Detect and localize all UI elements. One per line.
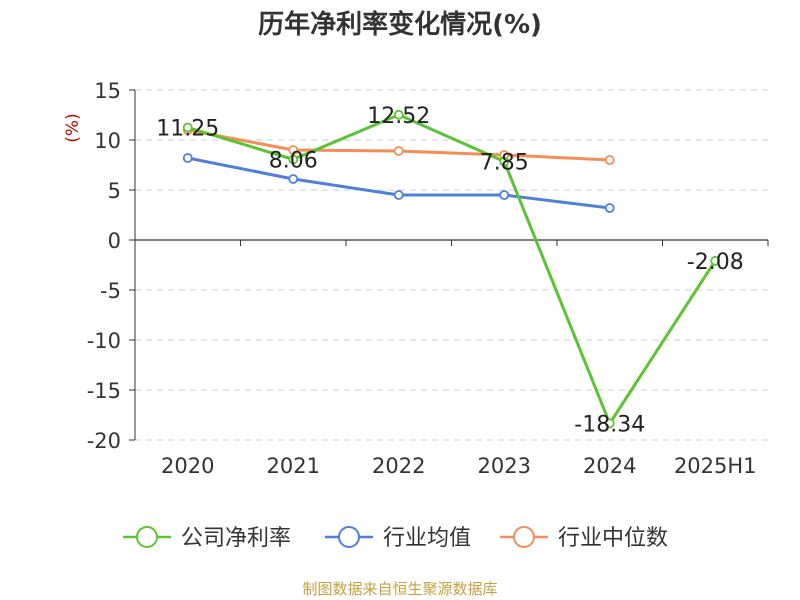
data-label: -2.08 <box>687 250 744 275</box>
source-note: 制图数据来自恒生聚源数据库 <box>302 580 497 598</box>
x-tick-label: 2022 <box>372 454 425 478</box>
data-label: 7.85 <box>480 151 529 176</box>
data-point <box>604 418 615 429</box>
legend-item[interactable]: 行业均值 <box>325 526 471 551</box>
series-line <box>187 156 610 210</box>
legend-marker <box>513 526 535 548</box>
y-tick-label: -15 <box>87 379 121 403</box>
data-point <box>499 190 510 200</box>
data-point <box>288 174 299 184</box>
data-point <box>604 155 615 165</box>
data-point <box>393 190 404 200</box>
data-label: -18.34 <box>574 412 645 437</box>
x-tick-label: 2023 <box>478 454 531 478</box>
data-point <box>393 109 404 120</box>
y-axis-ticks: 15 10 5 0 -5 -10 -15 -20 <box>87 79 136 453</box>
y-tick-label: -20 <box>87 429 121 453</box>
legend-label: 行业均值 <box>383 526 471 551</box>
data-label: 12.52 <box>367 104 430 129</box>
data-point <box>182 153 193 163</box>
data-labels: 11.25 8.06 12.52 7.85 -18.34 -2.08 <box>156 104 743 438</box>
data-point <box>604 203 615 213</box>
y-tick-label: 15 <box>94 79 121 103</box>
y-tick-label: -5 <box>100 279 121 303</box>
legend-label: 行业中位数 <box>558 526 668 551</box>
gridlines <box>135 89 768 441</box>
data-point <box>288 145 299 155</box>
legend[interactable]: 公司净利率 行业均值 行业中位数 <box>123 526 668 551</box>
y-tick-label: 10 <box>94 129 121 153</box>
x-tick-label: 2024 <box>583 454 636 478</box>
data-point <box>499 156 510 167</box>
legend-marker <box>338 526 360 548</box>
data-point <box>710 255 721 266</box>
y-tick-label: -10 <box>87 329 121 353</box>
legend-marker <box>136 526 158 548</box>
series-line <box>187 113 717 425</box>
x-tick-label: 2020 <box>161 454 214 478</box>
y-tick-label: 0 <box>108 229 121 253</box>
legend-item[interactable]: 行业中位数 <box>500 526 668 551</box>
data-point <box>288 154 299 165</box>
series-lines <box>182 109 721 429</box>
x-tick-label: 2021 <box>267 454 320 478</box>
data-label: 11.25 <box>156 117 219 142</box>
data-label: 8.06 <box>269 148 318 173</box>
data-point <box>182 122 193 133</box>
y-axis-unit-label: (%) <box>63 113 83 142</box>
y-tick-label: 5 <box>108 179 121 203</box>
x-axis: 2020 2021 2022 2023 2024 2025H1 <box>134 239 769 478</box>
legend-label: 公司净利率 <box>181 526 291 551</box>
x-tick-label: 2025H1 <box>674 454 757 478</box>
data-point <box>393 146 404 156</box>
chart-title: 历年净利率变化情况(%) <box>258 9 542 40</box>
legend-item[interactable]: 公司净利率 <box>123 526 291 551</box>
